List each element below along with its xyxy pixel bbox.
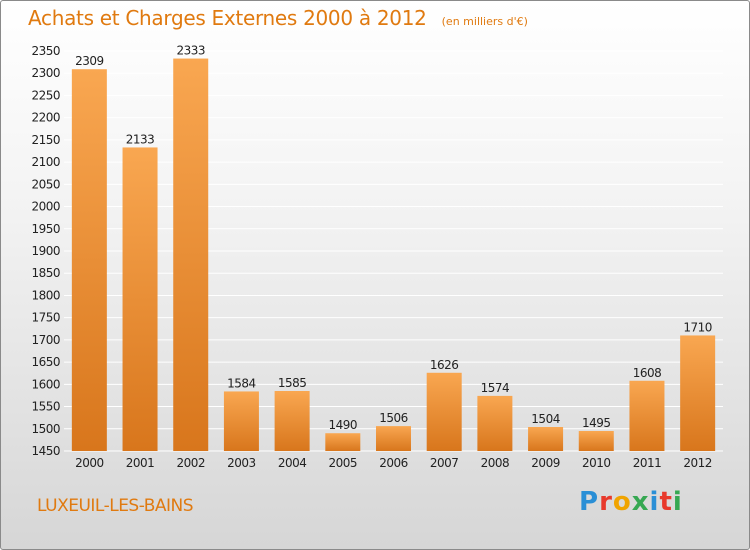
- bar-2006: [376, 426, 411, 451]
- y-tick-label: 1750: [31, 311, 60, 325]
- y-tick-label: 2100: [31, 155, 60, 169]
- data-label: 2133: [126, 132, 155, 146]
- x-tick-label: 2007: [430, 456, 459, 470]
- x-tick-label: 2003: [227, 456, 256, 470]
- bar-2003: [223, 391, 259, 451]
- y-tick-label: 2150: [31, 133, 60, 147]
- x-tick-label: 2009: [531, 456, 560, 470]
- bar-2007: [426, 372, 462, 451]
- bar-2010: [578, 431, 614, 451]
- y-tick-label: 2200: [31, 111, 60, 125]
- y-tick-label: 2350: [31, 44, 60, 58]
- logo-letter: t: [659, 487, 673, 517]
- y-tick-label: 1850: [31, 266, 60, 280]
- data-label: 1574: [481, 381, 510, 395]
- y-tick-label: 1700: [31, 333, 60, 347]
- y-tick-label: 1950: [31, 222, 60, 236]
- grid-lines: [64, 50, 723, 452]
- chart-unit: (en milliers d'€): [441, 15, 528, 28]
- x-tick-label: 2000: [75, 456, 104, 470]
- y-tick-label: 1550: [31, 400, 60, 414]
- logo-letter: o: [612, 487, 632, 517]
- logo-letter: i: [672, 487, 683, 517]
- y-tick-label: 2300: [31, 66, 60, 80]
- data-label: 1495: [582, 416, 611, 430]
- y-tick-label: 1600: [31, 377, 60, 391]
- data-label: 1504: [531, 412, 560, 426]
- bars: [71, 58, 716, 452]
- bar-2009: [528, 427, 564, 451]
- x-tick-label: 2005: [329, 456, 358, 470]
- title-block: Achats et Charges Externes 2000 à 2012 (…: [28, 6, 528, 30]
- bar-2011: [629, 380, 665, 451]
- x-axis-ticks: 2000 2001 2002 2003 2004 2005 2006 2007 2008 2009…: [75, 456, 712, 470]
- bar-2001: [122, 147, 158, 451]
- data-label: 1506: [379, 411, 408, 425]
- proxiti-logo: Proxiti: [579, 487, 683, 517]
- logo-letter: r: [599, 487, 613, 517]
- x-tick-label: 2008: [481, 456, 510, 470]
- data-label: 2309: [75, 54, 104, 68]
- logo-letter: P: [579, 487, 600, 517]
- bar-2004: [274, 391, 310, 451]
- logo-letter: x: [631, 487, 650, 517]
- x-tick-label: 2010: [582, 456, 611, 470]
- bar-2005: [325, 433, 361, 451]
- x-tick-label: 2004: [278, 456, 307, 470]
- y-tick-label: 2250: [31, 88, 60, 102]
- data-label: 1608: [633, 366, 662, 380]
- x-tick-label: 2012: [683, 456, 712, 470]
- bar-2008: [477, 395, 513, 451]
- y-tick-label: 1650: [31, 355, 60, 369]
- y-tick-label: 1800: [31, 288, 60, 302]
- bar-2012: [680, 335, 716, 451]
- bar-2000: [71, 69, 107, 451]
- data-label: 1710: [683, 320, 712, 334]
- logo-letter: i: [649, 487, 660, 517]
- bar-chart: 1450 1500 1550 1600 1650 1700 1750 1800 1850 1900…: [31, 44, 723, 470]
- data-labels: 2309 2133 2333 1584 1585 1490 1506 1626 1574 1504…: [75, 44, 712, 433]
- data-label: 2333: [176, 44, 205, 58]
- y-tick-label: 2050: [31, 177, 60, 191]
- x-tick-label: 2011: [633, 456, 662, 470]
- x-tick-label: 2001: [126, 456, 155, 470]
- data-label: 1584: [227, 376, 256, 390]
- y-tick-label: 1450: [31, 444, 60, 458]
- data-label: 1490: [329, 418, 358, 432]
- bar-2002: [173, 58, 209, 452]
- chart-title: Achats et Charges Externes 2000 à 2012: [28, 6, 427, 30]
- x-tick-label: 2006: [379, 456, 408, 470]
- y-tick-label: 2000: [31, 200, 60, 214]
- y-tick-label: 1500: [31, 422, 60, 436]
- x-tick-label: 2002: [176, 456, 205, 470]
- data-label: 1626: [430, 358, 459, 372]
- city-name: LUXEUIL-LES-BAINS: [37, 496, 194, 516]
- y-tick-label: 1900: [31, 244, 60, 258]
- data-label: 1585: [278, 376, 307, 390]
- y-axis-ticks: 1450 1500 1550 1600 1650 1700 1750 1800 1850 1900…: [31, 44, 60, 458]
